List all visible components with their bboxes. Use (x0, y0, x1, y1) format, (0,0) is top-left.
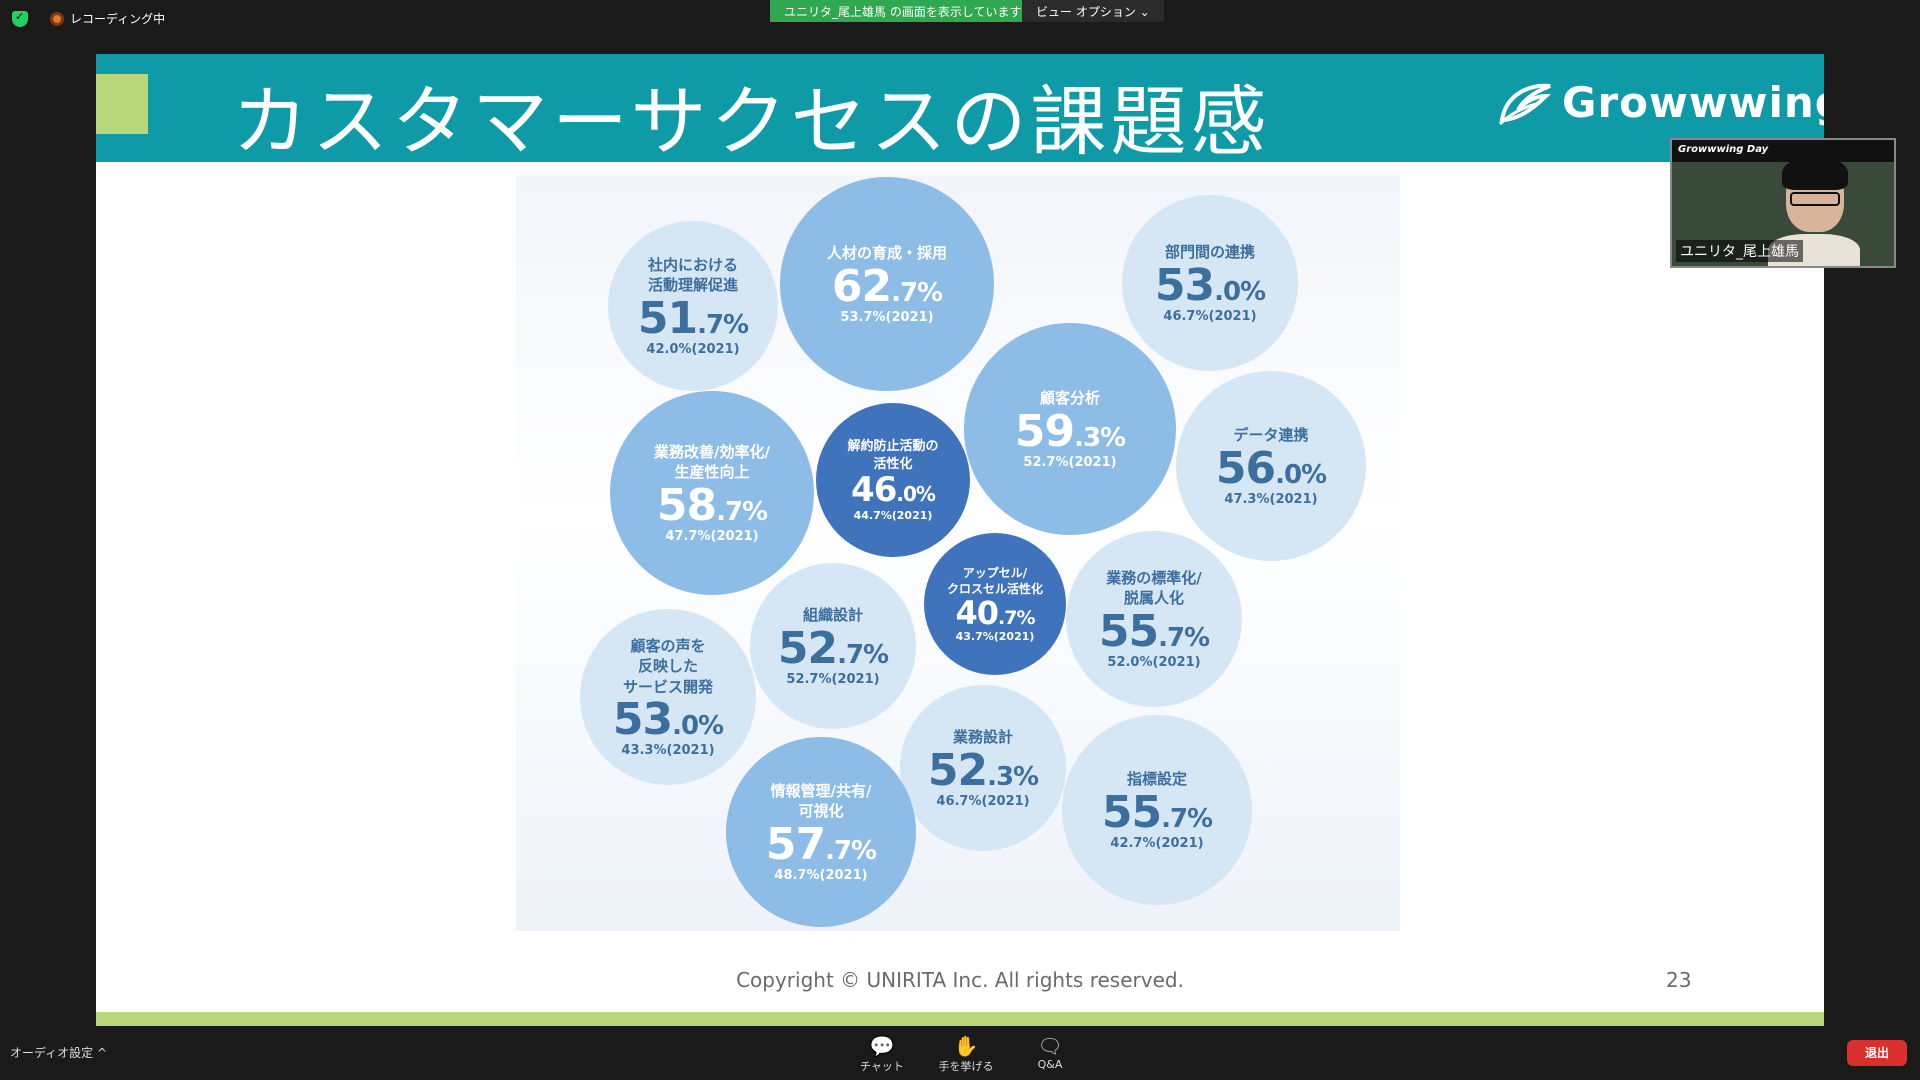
bubble-organization-design: 組織設計 52.7% 52.7%(2021) (750, 563, 916, 729)
bubble-voice-of-customer: 顧客の声を 反映した サービス開発 53.0% 43.3%(2021) (580, 609, 756, 785)
bubble-label: 業務設計 (952, 728, 1013, 747)
bubble-churn-prevention: 解約防止活動の 活性化 46.0% 44.7%(2021) (816, 403, 970, 557)
bubble-value: 56.0% (1215, 442, 1327, 494)
bubble-prev-value: 52.7%(2021) (1023, 454, 1117, 470)
security-shield-icon[interactable] (12, 10, 28, 27)
leave-button[interactable]: 退出 (1847, 1040, 1907, 1066)
shared-slide: カスタマーサクセスの課題感 Growwwing 社内における 活動理解促進 51… (96, 54, 1824, 1026)
bubble-label: アップセル/ クロスセル活性化 (946, 565, 1043, 596)
customer-success-issues-infographic: 社内における 活動理解促進 51.7% 42.0%(2021) 人材の育成・採用… (516, 175, 1400, 931)
slide-bottom-strip (96, 1012, 1824, 1026)
bubble-process-design: 業務設計 52.3% 46.7%(2021) (900, 685, 1066, 851)
bubble-label: 指標設定 (1126, 770, 1187, 789)
audio-settings-button[interactable]: オーディオ設定 ^ (10, 1046, 108, 1060)
bubble-prev-value: 43.3%(2021) (621, 742, 715, 758)
bubble-prev-value: 47.7%(2021) (665, 528, 759, 544)
participant-name: ユニリタ_尾上雄馬 (1676, 240, 1803, 262)
video-background-banner: Growwwing Day (1672, 140, 1894, 162)
bubble-prev-value: 42.7%(2021) (1110, 835, 1204, 851)
bubble-prev-value: 46.7%(2021) (1163, 308, 1257, 324)
qa-button[interactable]: 🗨 Q&A (1015, 1034, 1085, 1071)
qa-label: Q&A (1037, 1058, 1063, 1071)
bubble-value: 52.3% (927, 744, 1039, 796)
bubble-label: 人材の育成・採用 (826, 244, 947, 263)
qa-icon: 🗨 (1037, 1034, 1063, 1058)
bubble-prev-value: 53.7%(2021) (840, 309, 934, 325)
bubble-talent-development: 人材の育成・採用 62.7% 53.7%(2021) (780, 177, 994, 391)
header-accent-square (96, 74, 148, 134)
bubble-value: 51.7% (637, 292, 749, 344)
bubble-prev-value: 42.0%(2021) (646, 341, 740, 357)
bubble-upsell-crosssell: アップセル/ クロスセル活性化 40.7% 43.7%(2021) (924, 533, 1066, 675)
chat-button[interactable]: 💬 チャット (847, 1034, 917, 1074)
bubble-label: 顧客の声を 反映した サービス開発 (622, 637, 713, 696)
bubble-customer-analysis: 顧客分析 59.3% 52.7%(2021) (964, 323, 1176, 535)
bubble-value: 59.3% (1014, 405, 1126, 457)
bubble-label: 情報管理/共有/ 可視化 (770, 782, 872, 821)
chat-bubble-icon: 💬 (869, 1034, 895, 1058)
bubble-label: 解約防止活動の 活性化 (847, 439, 939, 472)
bubble-operational-improvement: 業務改善/効率化/ 生産性向上 58.7% 47.7%(2021) (610, 391, 814, 595)
bubble-prev-value: 52.0%(2021) (1107, 654, 1201, 670)
growwwing-logo: Growwwing (1496, 78, 1824, 127)
bubble-value: 55.7% (1101, 786, 1213, 838)
view-options-button[interactable]: ビュー オプション ⌄ (1022, 0, 1164, 22)
recording-icon (50, 11, 64, 26)
participant-avatar (1768, 156, 1860, 266)
leaf-logo-icon (1498, 83, 1551, 125)
bubble-data-integration: データ連携 56.0% 47.3%(2021) (1176, 371, 1366, 561)
bubble-label: データ連携 (1233, 426, 1309, 445)
bubble-internal-understanding: 社内における 活動理解促進 51.7% 42.0%(2021) (608, 221, 778, 391)
bubble-value: 52.7% (777, 622, 889, 674)
bubble-label: 組織設計 (802, 606, 863, 625)
bubble-value: 57.7% (765, 818, 877, 870)
recording-label: レコーディング中 (70, 12, 166, 26)
bubble-value: 55.7% (1098, 605, 1210, 657)
bubble-information-management: 情報管理/共有/ 可視化 57.7% 48.7%(2021) (726, 737, 916, 927)
meeting-controls-bar: オーディオ設定 ^ 💬 チャット ✋ 手を挙げる 🗨 Q&A 退出 (0, 1026, 1920, 1080)
copyright-text: Copyright © UNIRITA Inc. All rights rese… (736, 968, 1184, 992)
bubble-standardization: 業務の標準化/ 脱属人化 55.7% 52.0%(2021) (1066, 531, 1242, 707)
bubble-prev-value: 52.7%(2021) (786, 671, 880, 687)
recording-status: レコーディング中 (12, 10, 165, 27)
bubble-value: 40.7% (955, 593, 1035, 632)
bubble-prev-value: 43.7%(2021) (955, 630, 1035, 644)
bubble-prev-value: 48.7%(2021) (774, 867, 868, 883)
slide-title: カスタマーサクセスの課題感 (232, 77, 1271, 166)
participant-video-tile[interactable]: Growwwing Day ユニリタ_尾上雄馬 (1670, 138, 1896, 268)
bubble-kpi-setting: 指標設定 55.7% 42.7%(2021) (1062, 715, 1252, 905)
bubble-value: 53.0% (1154, 259, 1266, 311)
meeting-top-bar: レコーディング中 ユニリタ_尾上雄馬 の画面を表示しています ビュー オプション… (0, 0, 1920, 54)
bubble-label: 社内における 活動理解促進 (647, 256, 738, 295)
bubble-prev-value: 46.7%(2021) (936, 793, 1030, 809)
bubble-value: 46.0% (851, 470, 936, 511)
bubble-label: 業務改善/効率化/ 生産性向上 (654, 443, 770, 482)
bubble-label: 部門間の連携 (1164, 243, 1255, 262)
bubble-label: 顧客分析 (1039, 389, 1100, 408)
bubble-prev-value: 47.3%(2021) (1224, 491, 1318, 507)
logo-text: Growwwing (1562, 78, 1824, 127)
bubble-interdepartmental-collaboration: 部門間の連携 53.0% 46.7%(2021) (1122, 195, 1298, 371)
bubble-value: 53.0% (612, 693, 724, 745)
bubble-label: 業務の標準化/ 脱属人化 (1106, 569, 1202, 608)
chat-label: チャット (860, 1060, 904, 1073)
bubble-value: 58.7% (656, 479, 768, 531)
screen-sharing-banner: ユニリタ_尾上雄馬 の画面を表示しています (770, 0, 1036, 22)
raise-hand-button[interactable]: ✋ 手を挙げる (931, 1034, 1001, 1074)
slide-header: カスタマーサクセスの課題感 Growwwing (96, 54, 1824, 166)
bubble-prev-value: 44.7%(2021) (853, 508, 933, 522)
slide-page-number: 23 (1666, 968, 1692, 992)
raise-hand-label: 手を挙げる (938, 1060, 994, 1073)
hand-icon: ✋ (953, 1034, 979, 1058)
bubble-value: 62.7% (831, 260, 943, 312)
